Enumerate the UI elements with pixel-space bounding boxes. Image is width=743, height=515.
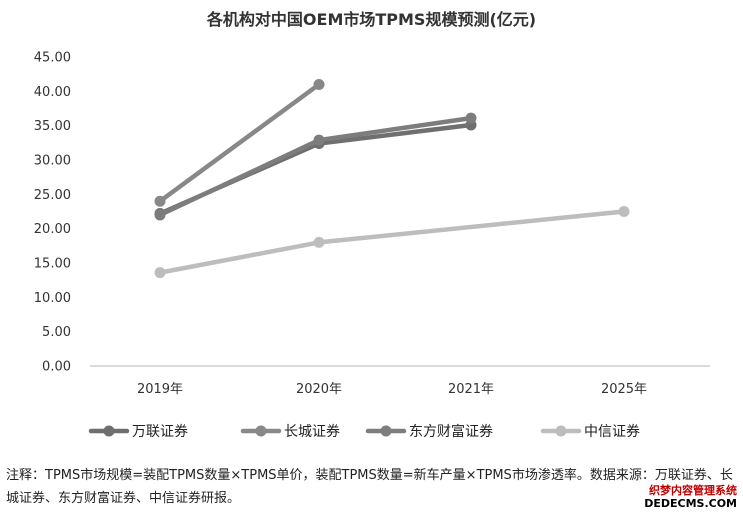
watermark-url: DEDECMS.COM [644, 497, 737, 510]
legend: 万联证券 长城证券 东方财富证券 中信证券 [88, 423, 640, 440]
data-point [465, 112, 477, 124]
x-tick-label: 2019年 [137, 382, 183, 397]
legend-label: 东方财富证券 [409, 423, 493, 440]
footnote: 注释：TPMS市场规模=装配TPMS数量×TPMS单价，装配TPMS数量=新车产… [6, 468, 733, 506]
y-tick-label: 35.00 [34, 119, 71, 134]
x-axis-ticks: 2019年 2020年 2021年 2025年 [137, 382, 647, 397]
legend-item-3: 东方财富证券 [365, 423, 493, 440]
series-group [154, 78, 630, 279]
series-line-4 [157, 209, 627, 275]
legend-label: 万联证券 [132, 424, 188, 440]
y-tick-label: 15.00 [34, 257, 71, 272]
watermark-text: 织梦内容管理系统 [649, 484, 737, 497]
y-tick-label: 10.00 [34, 291, 71, 306]
line-chart: 0.00 5.00 10.00 15.00 20.00 25.00 30.00 35.00 40… [34, 51, 710, 440]
legend-marker [103, 425, 115, 437]
data-point [313, 134, 325, 146]
y-tick-label: 25.00 [34, 188, 71, 203]
legend-marker [380, 425, 392, 437]
x-tick-label: 2020年 [296, 382, 342, 397]
y-axis-ticks: 0.00 5.00 10.00 15.00 20.00 25.00 30.00 35.00 40… [34, 51, 71, 375]
data-point [313, 78, 325, 90]
chart-title: 各机构对中国OEM市场TPMS规模预测(亿元) [206, 10, 537, 29]
data-point [154, 267, 166, 279]
data-point [313, 236, 325, 248]
legend-item-2: 长城证券 [240, 424, 340, 440]
y-tick-label: 45.00 [34, 51, 71, 66]
legend-marker [255, 425, 267, 437]
data-point [154, 195, 166, 207]
y-tick-label: 30.00 [34, 154, 71, 169]
legend-item-1: 万联证券 [88, 424, 188, 440]
watermark: 织梦内容管理系统 DEDECMS.COM [642, 483, 739, 511]
x-tick-label: 2025年 [601, 382, 647, 397]
data-point [154, 209, 166, 221]
series-line-2 [157, 82, 322, 204]
y-tick-label: 5.00 [42, 325, 71, 340]
y-tick-label: 0.00 [42, 360, 71, 375]
data-point [618, 206, 630, 217]
legend-label: 长城证券 [284, 424, 340, 440]
legend-item-4: 中信证券 [540, 424, 640, 440]
legend-marker [555, 425, 567, 437]
x-tick-label: 2021年 [448, 382, 494, 397]
legend-label: 中信证券 [584, 424, 640, 440]
y-tick-label: 40.00 [34, 85, 71, 100]
y-tick-label: 20.00 [34, 222, 71, 237]
